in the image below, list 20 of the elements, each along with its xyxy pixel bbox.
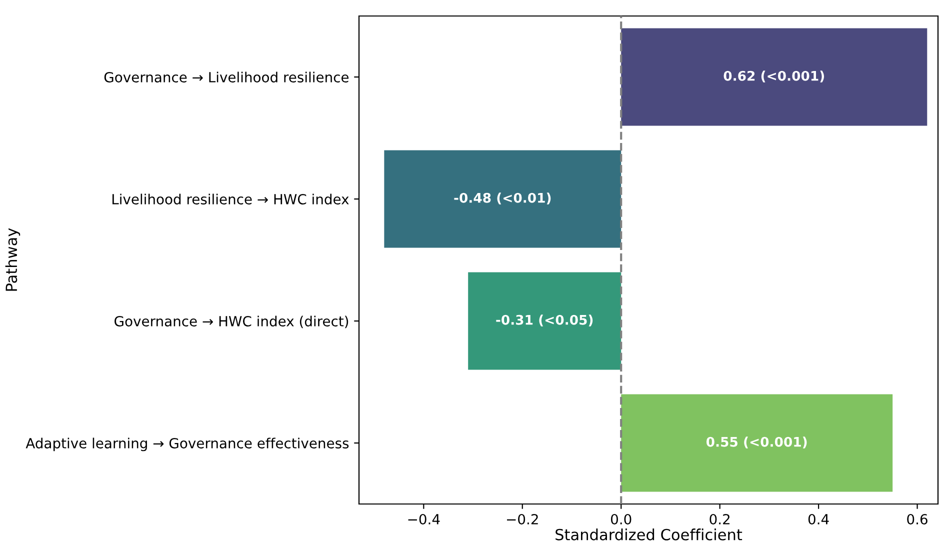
y-axis-title: Pathway bbox=[5, 228, 20, 291]
x-tick-label: 0.0 bbox=[610, 514, 632, 524]
data-label: 0.55 (<0.001) bbox=[706, 436, 807, 448]
bar bbox=[468, 272, 622, 370]
x-tick-label: 0.4 bbox=[808, 514, 829, 524]
x-tick-label: 0.2 bbox=[710, 514, 730, 524]
x-tick-label: −0.4 bbox=[408, 514, 440, 524]
x-tick-label: 0.6 bbox=[907, 514, 928, 524]
bar bbox=[621, 394, 893, 492]
bar bbox=[621, 28, 928, 126]
bar bbox=[384, 150, 622, 248]
x-axis-title: Standardized Coefficient bbox=[556, 528, 742, 540]
data-label: 0.62 (<0.001) bbox=[724, 70, 824, 82]
x-tick-label: −0.2 bbox=[506, 514, 538, 524]
y-tick-label: Governance → Livelihood resilience bbox=[104, 72, 349, 82]
data-label: -0.31 (<0.05) bbox=[496, 314, 593, 326]
data-label: -0.48 (<0.01) bbox=[454, 192, 551, 204]
y-tick-label: Governance → HWC index (direct) bbox=[114, 316, 348, 328]
y-tick-label: Adaptive learning → Governance effectiveness bbox=[26, 438, 349, 452]
y-tick-label: Livelihood resilience → HWC index bbox=[112, 194, 349, 204]
